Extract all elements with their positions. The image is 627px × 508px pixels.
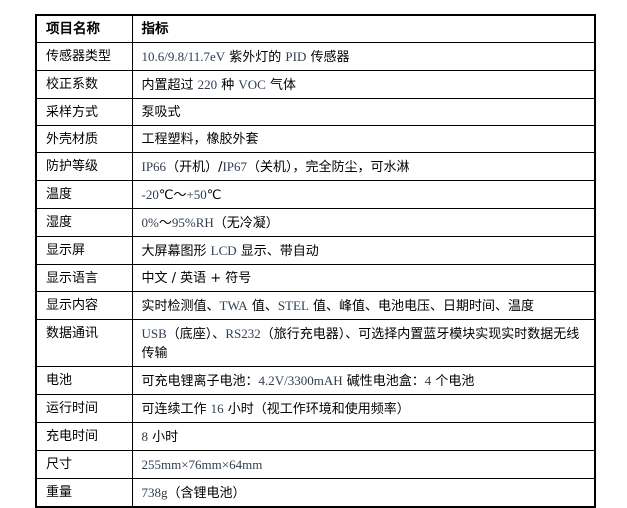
spec-label: 尺寸: [35, 450, 133, 479]
spec-value: 泵吸式: [131, 98, 596, 126]
table-row: 尺寸 255mm×76mm×64mm: [35, 450, 596, 479]
latin-text-segment: 16: [210, 401, 224, 416]
spec-value: 738g（含锂电池）: [131, 478, 596, 508]
latin-text-segment: -20: [141, 187, 159, 202]
document-page: 项目名称 指标 传感器类型 10.6/9.8/11.7eV 紫外灯的 PID 传…: [35, 14, 596, 508]
spec-label: 校正系数: [35, 70, 133, 99]
spec-label: 数据通讯: [35, 319, 133, 367]
spec-table-body: 传感器类型 10.6/9.8/11.7eV 紫外灯的 PID 传感器 校正系数 …: [35, 42, 596, 508]
latin-text-segment: STEL: [277, 298, 309, 313]
spec-value: 大屏幕图形 LCD 显示、带自动: [131, 236, 596, 265]
spec-table-container: 项目名称 指标 传感器类型 10.6/9.8/11.7eV 紫外灯的 PID 传…: [35, 14, 596, 508]
latin-text-segment: 255mm×76mm×64mm: [141, 457, 263, 472]
spec-label: 湿度: [35, 208, 133, 237]
table-row: 运行时间 可连续工作 16 小时（视工作环境和使用频率）: [35, 394, 596, 423]
spec-label: 显示内容: [35, 291, 133, 320]
spec-value: 内置超过 220 种 VOC 气体: [131, 70, 596, 99]
latin-text-segment: PID: [285, 49, 307, 64]
latin-text-segment: RS232: [225, 326, 261, 341]
spec-table: 项目名称 指标 传感器类型 10.6/9.8/11.7eV 紫外灯的 PID 传…: [35, 14, 596, 508]
spec-label: 电池: [35, 366, 133, 395]
latin-text-segment: 8: [141, 429, 149, 444]
latin-text-segment: 738g: [141, 485, 168, 500]
spec-value: 中文 / 英语 + 符号: [131, 264, 596, 292]
spec-label: 防护等级: [35, 152, 133, 181]
spec-label: 外壳材质: [35, 125, 133, 153]
table-row: 显示屏 大屏幕图形 LCD 显示、带自动: [35, 236, 596, 265]
spec-value: 255mm×76mm×64mm: [131, 450, 596, 479]
table-row: 充电时间 8 小时: [35, 422, 596, 451]
table-row: 温度 -20℃～+50℃: [35, 180, 596, 209]
latin-text-segment: USB: [141, 326, 167, 341]
table-row: 采样方式 泵吸式: [35, 98, 596, 126]
spec-label: 采样方式: [35, 98, 133, 126]
table-row: 电池 可充电锂离子电池：4.2V/3300mAH 碱性电池盒：4 个电池: [35, 366, 596, 395]
spec-value: 可连续工作 16 小时（视工作环境和使用频率）: [131, 394, 596, 423]
latin-text-segment: IP67: [222, 159, 248, 174]
spec-value: 可充电锂离子电池：4.2V/3300mAH 碱性电池盒：4 个电池: [131, 366, 596, 395]
table-row: 显示语言 中文 / 英语 + 符号: [35, 264, 596, 292]
spec-label: 显示屏: [35, 236, 133, 265]
spec-value: 8 小时: [131, 422, 596, 451]
latin-text-segment: +50: [186, 187, 207, 202]
col-header-item-name: 项目名称: [35, 14, 133, 43]
table-row: 校正系数 内置超过 220 种 VOC 气体: [35, 70, 596, 99]
latin-text-segment: 0%: [141, 215, 159, 230]
spec-label: 重量: [35, 478, 133, 508]
table-row: 湿度 0%～95%RH（无冷凝）: [35, 208, 596, 237]
spec-value: 10.6/9.8/11.7eV 紫外灯的 PID 传感器: [131, 42, 596, 71]
table-row: 外壳材质 工程塑料，橡胶外套: [35, 125, 596, 153]
spec-value: 工程塑料，橡胶外套: [131, 125, 596, 153]
table-row: 显示内容 实时检测值、TWA 值、STEL 值、峰值、电池电压、日期时间、温度: [35, 291, 596, 320]
latin-text-segment: 4.2V/3300mAH: [258, 373, 343, 388]
spec-value: -20℃～+50℃: [131, 180, 596, 209]
spec-label: 充电时间: [35, 422, 133, 451]
table-row: 防护等级 IP66（开机）/IP67（关机），完全防尘，可水淋: [35, 152, 596, 181]
latin-text-segment: 220: [197, 77, 218, 92]
spec-label: 显示语言: [35, 264, 133, 292]
latin-text-segment: LCD: [210, 243, 237, 258]
spec-value: USB（底座）、RS232（旅行充电器）、可选择内置蓝牙模块实现实时数据无线传输: [131, 319, 596, 367]
spec-value: 实时检测值、TWA 值、STEL 值、峰值、电池电压、日期时间、温度: [131, 291, 596, 320]
latin-text-segment: VOC: [238, 77, 266, 92]
header-row: 项目名称 指标: [35, 14, 596, 43]
spec-label: 传感器类型: [35, 42, 133, 71]
latin-text-segment: IP66: [141, 159, 167, 174]
spec-label: 运行时间: [35, 394, 133, 423]
spec-value: 0%～95%RH（无冷凝）: [131, 208, 596, 237]
latin-text-segment: 95%RH: [171, 215, 214, 230]
spec-table-head: 项目名称 指标: [35, 14, 596, 43]
col-header-spec: 指标: [131, 14, 596, 43]
table-row: 重量 738g（含锂电池）: [35, 478, 596, 508]
table-row: 数据通讯 USB（底座）、RS232（旅行充电器）、可选择内置蓝牙模块实现实时数…: [35, 319, 596, 367]
latin-text-segment: TWA: [219, 298, 248, 313]
latin-text-segment: 10.6/9.8/11.7eV: [141, 49, 226, 64]
table-row: 传感器类型 10.6/9.8/11.7eV 紫外灯的 PID 传感器: [35, 42, 596, 71]
spec-label: 温度: [35, 180, 133, 209]
latin-text-segment: 4: [424, 373, 432, 388]
spec-value: IP66（开机）/IP67（关机），完全防尘，可水淋: [131, 152, 596, 181]
